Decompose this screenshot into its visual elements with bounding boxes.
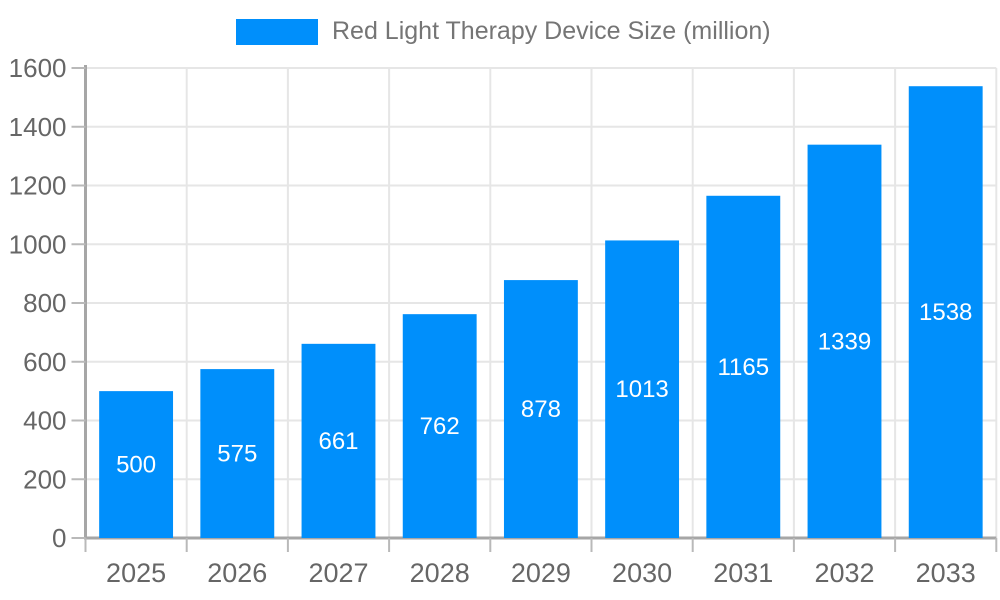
y-tick-label: 1200 bbox=[9, 171, 67, 201]
bar-value-label: 575 bbox=[217, 441, 257, 468]
x-tick-label: 2026 bbox=[207, 558, 267, 588]
bar-value-label: 762 bbox=[420, 413, 460, 440]
bar[interactable] bbox=[706, 195, 781, 538]
bar[interactable] bbox=[908, 86, 983, 539]
bar-value-label: 1339 bbox=[818, 328, 871, 355]
y-tick-label: 1000 bbox=[9, 229, 67, 259]
bar-value-label: 1165 bbox=[717, 354, 769, 381]
y-tick-label: 600 bbox=[23, 347, 66, 377]
bar-value-label: 1013 bbox=[615, 376, 668, 403]
bar[interactable] bbox=[99, 391, 174, 538]
bar[interactable] bbox=[503, 280, 578, 538]
y-tick-label: 1600 bbox=[9, 53, 67, 83]
x-tick-label: 2031 bbox=[713, 558, 773, 588]
bar[interactable] bbox=[301, 343, 376, 538]
y-tick-label: 1400 bbox=[9, 112, 67, 142]
bar[interactable] bbox=[807, 144, 882, 538]
x-tick-label: 2029 bbox=[511, 558, 571, 588]
bar[interactable] bbox=[605, 240, 680, 538]
x-tick-label: 2028 bbox=[410, 558, 470, 588]
x-tick-label: 2030 bbox=[612, 558, 672, 588]
x-tick-label: 2025 bbox=[106, 558, 166, 588]
bar[interactable] bbox=[200, 369, 275, 538]
legend-label: Red Light Therapy Device Size (million) bbox=[332, 17, 771, 45]
x-tick-label: 2033 bbox=[916, 558, 976, 588]
bar-value-label: 1538 bbox=[919, 299, 972, 326]
bar[interactable] bbox=[402, 314, 477, 538]
y-tick-label: 400 bbox=[23, 406, 66, 436]
legend-item[interactable]: Red Light Therapy Device Size (million) bbox=[236, 17, 771, 45]
x-tick-label: 2027 bbox=[308, 558, 368, 588]
legend-swatch-icon bbox=[236, 18, 318, 45]
x-tick-label: 2032 bbox=[814, 558, 874, 588]
bar-value-label: 500 bbox=[116, 452, 156, 479]
bar-value-label: 878 bbox=[521, 396, 561, 423]
y-tick-label: 0 bbox=[52, 523, 66, 553]
bar-value-label: 661 bbox=[318, 428, 358, 455]
y-tick-label: 200 bbox=[23, 464, 66, 494]
y-tick-label: 800 bbox=[23, 288, 66, 318]
